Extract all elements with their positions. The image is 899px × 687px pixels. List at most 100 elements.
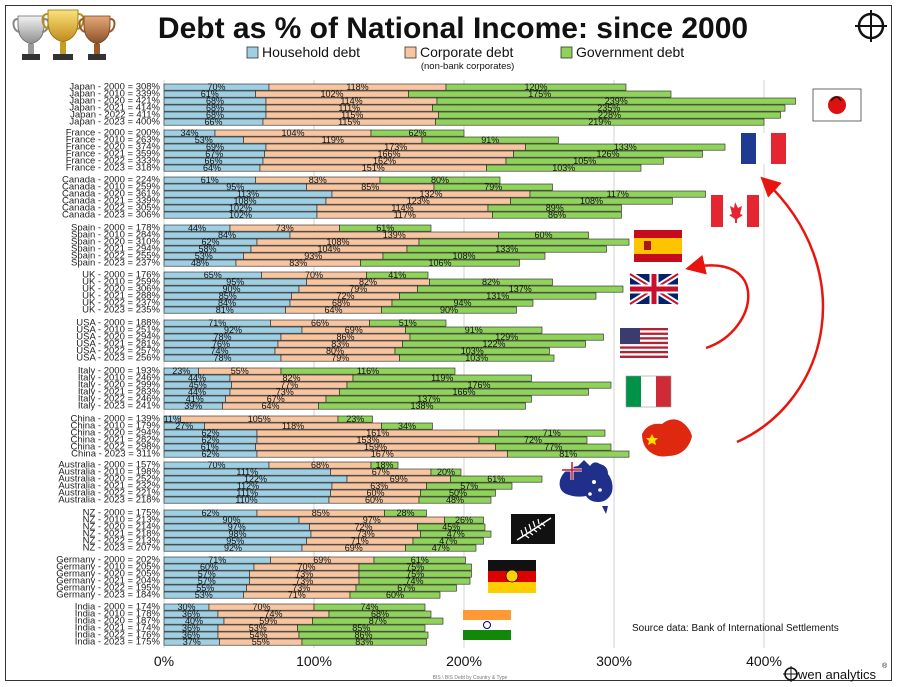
- bar-government-label: 26%: [455, 515, 473, 525]
- bar-government-label: 80%: [431, 175, 449, 185]
- bar-government-label: 50%: [449, 488, 467, 498]
- bar-row: UK - 2021 = 288% 85% 72% 131%: [82, 291, 597, 302]
- x-tick-label: 100%: [296, 653, 332, 669]
- bar-corporate-label: 60%: [366, 488, 384, 498]
- row-label: China - 2022 = 298%: [70, 442, 160, 453]
- bar-row: China - 2023 = 311% 62% 167% 81%: [71, 449, 630, 460]
- bar-government-label: 23%: [346, 414, 364, 424]
- x-tick-label: 200%: [446, 653, 482, 669]
- bar-government-label: 103%: [461, 346, 484, 356]
- bar-row: India - 2000 = 174% 30% 70% 74%: [75, 602, 426, 613]
- bar-corporate-label: 69%: [345, 325, 363, 335]
- bar-household-label: 23%: [172, 366, 190, 376]
- bar-corporate-label: 64%: [324, 305, 342, 315]
- bar-row: Japan - 2023 = 400% 66% 115% 219%: [69, 117, 765, 128]
- row-label: Spain - 2022 = 255%: [71, 251, 161, 262]
- bar-government: [312, 617, 444, 625]
- bar-row: Australia - 2021 = 232% 112% 63% 57%: [58, 481, 513, 492]
- chart-title: Debt as % of National Income: since 2000: [158, 12, 748, 45]
- flag-uk-icon: [628, 271, 680, 307]
- bar-row: Italy - 2021 = 283% 44% 73% 166%: [78, 387, 589, 398]
- bar-government-label: 61%: [411, 555, 429, 565]
- bar-row: Japan - 2000 = 308% 70% 118% 120%: [69, 82, 627, 93]
- bar-corporate-label: 73%: [295, 569, 313, 579]
- bar-government-label: 75%: [406, 569, 424, 579]
- row-label: France - 2022 = 333%: [66, 156, 161, 167]
- bar-government-label: 228%: [598, 110, 621, 120]
- bar-household-label: 68%: [206, 103, 224, 113]
- bar-government: [349, 591, 441, 599]
- bar-household-label: 67%: [205, 149, 223, 159]
- bar-household-label: 95%: [226, 536, 244, 546]
- bar-corporate-label: 166%: [377, 149, 400, 159]
- bar-row: Germany - 2021 = 204% 57% 73% 74%: [56, 576, 471, 587]
- bar-government-label: 67%: [397, 583, 415, 593]
- bar-household-label: 36%: [182, 623, 200, 633]
- bar-government-label: 47%: [447, 529, 465, 539]
- bar-government-label: 116%: [357, 366, 379, 376]
- bar-government-label: 94%: [453, 298, 471, 308]
- row-label: Germany - 2010 = 205%: [56, 562, 160, 573]
- bar-government: [495, 443, 612, 451]
- row-label: Japan - 2000 = 308%: [69, 82, 160, 93]
- bar-corporate-label: 159%: [364, 442, 387, 452]
- row-label: India - 2022 = 176%: [75, 630, 161, 641]
- bar-household-label: 53%: [195, 135, 213, 145]
- row-label: Spain - 2021 = 294%: [71, 244, 161, 255]
- bar-corporate-label: 115%: [341, 110, 363, 120]
- row-label: Germany - 2021 = 204%: [56, 576, 160, 587]
- country-group-india: India - 2000 = 174% 30% 70% 74%India - 2010…: [75, 602, 444, 648]
- bar-household-label: 36%: [182, 630, 200, 640]
- bar-row: Canada - 2021 = 339% 108% 123% 108%: [62, 196, 673, 207]
- bar-corporate-label: 167%: [371, 449, 394, 459]
- bar-government-label: 48%: [446, 495, 464, 505]
- bar-row: India - 2022 = 176% 36% 54% 86%: [75, 630, 429, 641]
- bar-government-label: 122%: [482, 339, 505, 349]
- bar-row: France - 2000 = 200% 34% 104% 62%: [66, 128, 465, 139]
- bar-corporate-label: 70%: [305, 270, 323, 280]
- bar-household-label: 90%: [222, 515, 240, 525]
- bar-corporate-label: 162%: [373, 156, 396, 166]
- bar-government: [313, 603, 426, 611]
- brand-name: wen analytics: [797, 667, 877, 682]
- bar-government-label: 129%: [495, 332, 518, 342]
- bar-row: Australia - 2010 = 198% 111% 67% 20%: [58, 467, 462, 478]
- bar-government-label: 126%: [596, 149, 619, 159]
- bar-row: USA - 2022 = 257% 74% 80% 103%: [76, 346, 550, 357]
- bar-corporate-label: 83%: [309, 175, 327, 185]
- bar-corporate-label: 73%: [276, 387, 294, 397]
- bar-row: France - 2020 = 374% 69% 173% 133%: [66, 142, 726, 153]
- bar-household-label: 53%: [195, 590, 213, 600]
- bar-government-label: 137%: [417, 394, 440, 404]
- country-group-germany: Germany - 2000 = 202% 71% 69% 61%Germany - …: [56, 555, 472, 601]
- bar-corporate-label: 139%: [383, 230, 406, 240]
- bar-government: [298, 631, 429, 639]
- crosshair-icon: [855, 10, 887, 42]
- legend-label-2: Government debt: [576, 44, 684, 60]
- bar-row: NZ - 2022 = 213% 95% 71% 47%: [83, 536, 484, 547]
- bar-government-label: 74%: [405, 576, 423, 586]
- bar-government: [438, 111, 781, 119]
- bar-household-label: 68%: [206, 110, 224, 120]
- bar-government: [358, 577, 471, 585]
- row-label: China - 2010 = 179%: [70, 421, 160, 432]
- bar-row: UK - 2020 = 306% 90% 79% 137%: [82, 284, 624, 295]
- bar-corporate-label: 69%: [390, 474, 408, 484]
- bar-government-label: 82%: [482, 277, 500, 287]
- bar-government: [337, 415, 373, 423]
- bar-government: [399, 354, 555, 362]
- row-label: Germany - 2023 = 184%: [56, 590, 160, 601]
- bar-household-label: 85%: [219, 291, 237, 301]
- bar-household-label: 84%: [218, 230, 236, 240]
- bar-government-label: 62%: [408, 128, 426, 138]
- bar-government-label: 41%: [388, 270, 406, 280]
- bar-corporate-label: 153%: [356, 435, 379, 445]
- bar-government-label: 235%: [597, 103, 620, 113]
- bar-corporate-label: 80%: [326, 346, 344, 356]
- bar-household-label: 69%: [206, 142, 224, 152]
- row-label: USA - 2023 = 256%: [76, 353, 160, 364]
- bar-household-label: 48%: [191, 258, 209, 268]
- bar-government-label: 131%: [486, 291, 509, 301]
- bar-household-label: 68%: [206, 96, 224, 106]
- row-label: Italy - 2010 = 246%: [78, 373, 161, 384]
